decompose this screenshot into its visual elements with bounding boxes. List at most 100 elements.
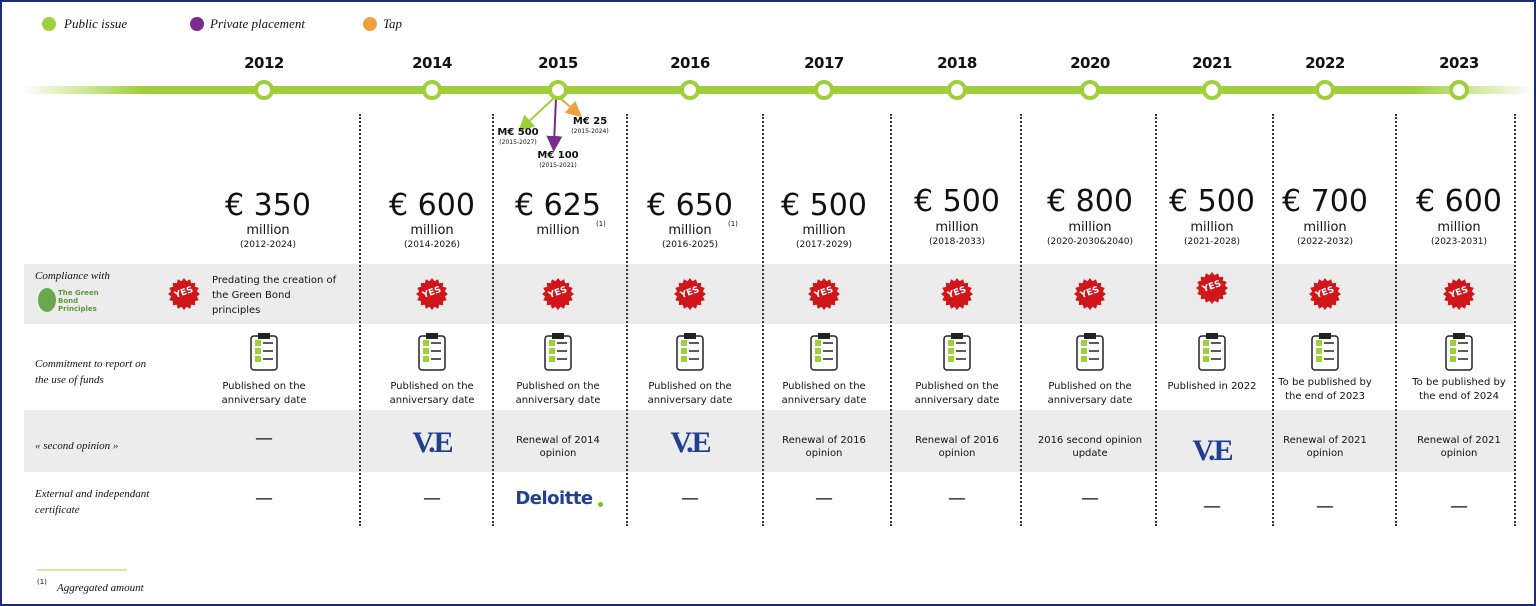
certificate: — [423, 488, 441, 509]
year: 2018 [937, 54, 977, 72]
clipboard-clip [684, 333, 696, 339]
report-status: Published on the anniversary date [1047, 381, 1133, 406]
check-box [1450, 356, 1456, 362]
check-box [815, 340, 821, 346]
clipboard-icon [1198, 335, 1226, 371]
year: 2014 [412, 54, 452, 72]
second-opinion: Renewal of 2016 opinion [915, 435, 999, 459]
yes-badge [1196, 272, 1228, 304]
second-opinion: — [255, 428, 273, 449]
year: 2022 [1305, 54, 1345, 72]
check-box [681, 348, 687, 354]
certificate: — [1450, 496, 1468, 517]
yes-badge [1074, 278, 1106, 310]
check-box [681, 340, 687, 346]
unit: million [1437, 220, 1481, 235]
sub-issue-amount: M€ 100 [537, 150, 579, 161]
separator [359, 114, 361, 526]
certificate: — [1316, 496, 1334, 517]
timeline-node [1315, 80, 1335, 100]
unit: million [410, 223, 454, 238]
row-band [24, 264, 1514, 324]
ve-logo: V.E [1192, 434, 1233, 467]
amount: € 700 [1282, 184, 1368, 219]
check-box [948, 356, 954, 362]
second-opinion: Renewal of 2014 opinion [516, 435, 600, 459]
separator [762, 114, 764, 526]
timeline-node [548, 80, 568, 100]
separator [492, 114, 494, 526]
clipboard-clip [1084, 333, 1096, 339]
report-status: To be published by the end of 2023 [1278, 377, 1372, 402]
report-status: Published on the anniversary date [221, 381, 307, 406]
period: (2016-2025) [661, 240, 719, 250]
check-box [1081, 348, 1087, 354]
clipboard-icon [1445, 335, 1473, 371]
report-status: Published on the anniversary date [389, 381, 475, 406]
check-box [948, 340, 954, 346]
separator [1272, 114, 1274, 526]
amount: € 350 [225, 188, 311, 223]
separator [1155, 114, 1157, 526]
arrow [518, 97, 555, 132]
check-box [1316, 356, 1322, 362]
footnote-ref: (1) [728, 220, 738, 228]
report-status: Published on the anniversary date [914, 381, 1000, 406]
second-opinion: Renewal of 2021 opinion [1417, 435, 1501, 459]
legend-dot [190, 17, 204, 31]
clipboard-clip [951, 333, 963, 339]
deloitte-logo: Deloitte [515, 488, 593, 509]
sub-issue-period: (2015-2021) [539, 162, 577, 169]
clipboard-clip [552, 333, 564, 339]
legend-label: Public issue [64, 16, 128, 31]
timeline [22, 86, 1534, 94]
footnote-ref: (1) [596, 220, 606, 228]
year: 2015 [538, 54, 578, 72]
period: (2014-2026) [403, 240, 461, 250]
amount: € 500 [914, 184, 1000, 219]
period: (2012-2024) [239, 240, 297, 250]
check-box [948, 348, 954, 354]
clipboard-icon [250, 335, 278, 371]
certificate: — [815, 488, 833, 509]
arrow [559, 97, 583, 118]
check-box [1203, 340, 1209, 346]
second-opinion: Renewal of 2021 opinion [1283, 435, 1367, 459]
check-box [255, 340, 261, 346]
footnote-text: Aggregated amount [57, 582, 144, 594]
amount: € 625 [515, 188, 601, 223]
check-box [423, 356, 429, 362]
year: 2021 [1192, 54, 1232, 72]
unit: million [935, 220, 979, 235]
clipboard-clip [1453, 333, 1465, 339]
certificate: — [1203, 496, 1221, 517]
year: 2017 [804, 54, 844, 72]
check-box [1081, 340, 1087, 346]
clipboard-icon [943, 335, 971, 371]
certificate: — [948, 488, 966, 509]
clipboard-clip [1319, 333, 1331, 339]
unit: million [668, 223, 712, 238]
unit: million [802, 223, 846, 238]
amount: € 500 [781, 188, 867, 223]
legend-label: Tap [383, 16, 403, 31]
amount: € 800 [1047, 184, 1133, 219]
check-box [1316, 340, 1322, 346]
check-box [423, 348, 429, 354]
yes-badge [674, 278, 706, 310]
timeline-node [814, 80, 834, 100]
amount: € 600 [1416, 184, 1502, 219]
compliance-note: Predating the creation of the Green Bond… [212, 275, 337, 316]
period: (2021-2028) [1183, 237, 1241, 247]
check-box [1081, 356, 1087, 362]
check-box [549, 340, 555, 346]
clipboard-icon [676, 335, 704, 371]
check-box [423, 340, 429, 346]
unit: million [1303, 220, 1347, 235]
unit: million [246, 223, 290, 238]
unit: million [536, 223, 580, 238]
row-label: « second opinion » [35, 440, 119, 452]
ve-logo: V.E [670, 426, 711, 459]
check-box [681, 356, 687, 362]
